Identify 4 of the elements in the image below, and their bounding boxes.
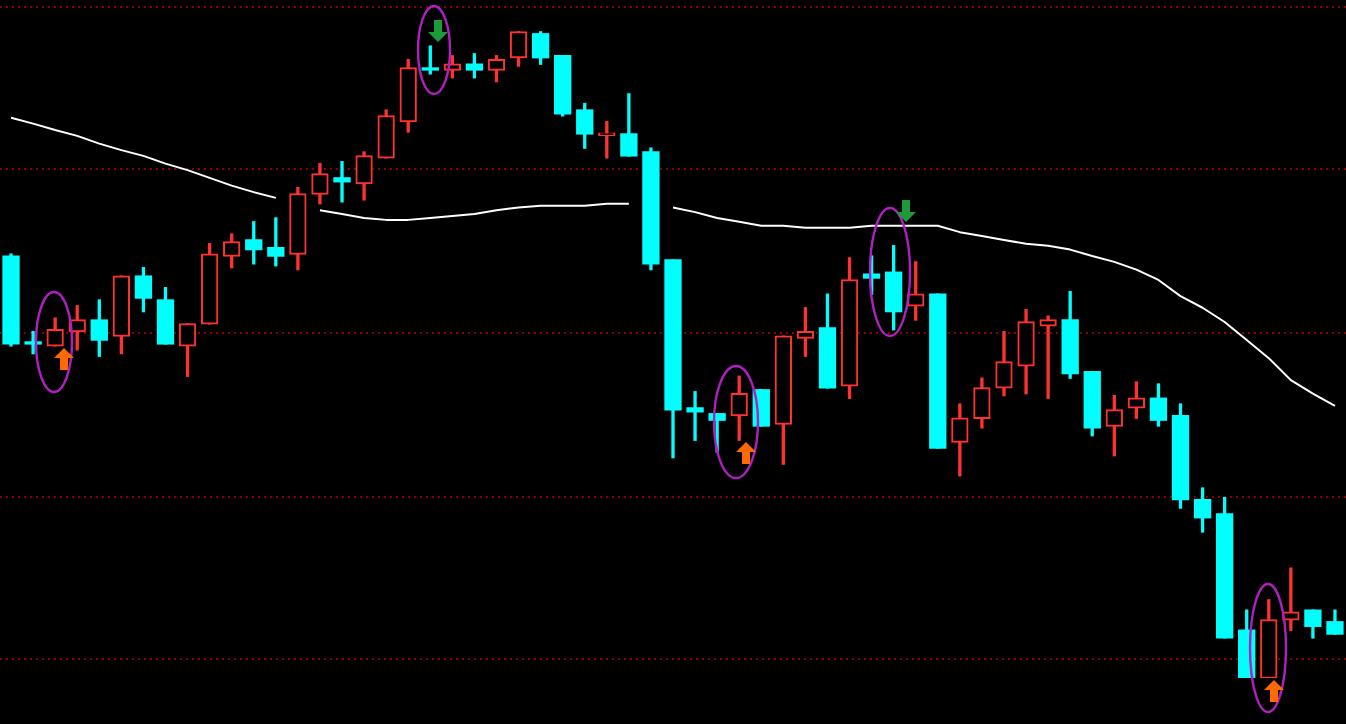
candlestick: [333, 161, 351, 203]
candlestick: [1039, 315, 1057, 399]
candlestick: [24, 331, 42, 355]
candlestick: [686, 391, 704, 441]
